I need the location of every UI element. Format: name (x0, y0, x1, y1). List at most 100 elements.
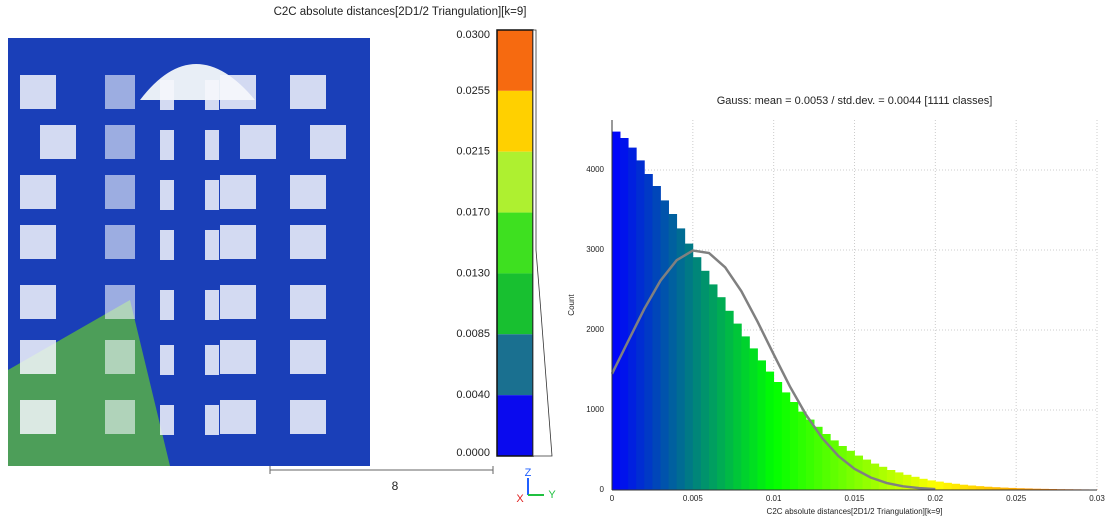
window (205, 345, 219, 375)
window (160, 290, 174, 320)
histogram-bar (700, 270, 710, 490)
colorbar-segment (497, 212, 533, 274)
histogram-bar (668, 214, 678, 490)
histogram-bar (1008, 487, 1017, 490)
colorbar-segment (497, 273, 533, 335)
x-axis-label: C2C absolute distances[2D1/2 Triangulati… (767, 507, 943, 516)
colorbar-label: 0.0170 (456, 206, 490, 218)
histogram-bar (886, 470, 896, 490)
gauss-curve (610, 249, 936, 491)
histogram-bar (676, 228, 686, 490)
window (160, 405, 174, 435)
histogram-bar (684, 243, 694, 490)
histogram-bar (765, 371, 775, 490)
y-axis-label: Count (567, 294, 576, 316)
histogram-bar (612, 131, 621, 490)
histogram-bar (757, 360, 766, 490)
histogram-bar (692, 257, 702, 490)
histogram-bar (725, 310, 734, 490)
histogram-bar (1040, 488, 1049, 490)
histogram-bar (717, 297, 726, 490)
window (20, 225, 56, 259)
window (220, 75, 256, 109)
histogram-bar (620, 138, 629, 490)
histogram-bar (967, 485, 977, 490)
colorbar-label: 0.0000 (456, 447, 490, 459)
histogram-bar (628, 147, 637, 490)
window (205, 290, 219, 320)
window (220, 225, 256, 259)
window (105, 285, 135, 319)
x-tick-label: 0.005 (683, 494, 704, 503)
histogram-bar (903, 474, 912, 490)
histogram-bar (838, 446, 847, 490)
histogram-bar (878, 466, 888, 490)
histogram-bar (822, 434, 831, 490)
y-tick-label: 0 (600, 485, 605, 494)
window (105, 225, 135, 259)
window (160, 230, 174, 260)
window (160, 345, 174, 375)
point-cloud (8, 38, 370, 466)
colorbar-segment (497, 395, 533, 456)
histogram-bar (935, 481, 944, 490)
histogram-bar (814, 426, 823, 490)
histogram-bar (919, 478, 928, 490)
window (20, 285, 56, 319)
window (105, 125, 135, 159)
window (290, 75, 326, 109)
x-tick-label: 0.01 (766, 494, 782, 503)
colorbar-label: 0.0215 (456, 146, 490, 158)
colorbar-segment (497, 30, 533, 91)
colorbar-segment (497, 334, 533, 396)
histogram-bar (652, 186, 661, 490)
histogram-bar (1024, 488, 1033, 490)
histogram-bar (959, 484, 969, 490)
window (220, 340, 256, 374)
histogram-bar (789, 402, 799, 490)
histogram-bar (943, 482, 952, 490)
histogram-bar (644, 174, 653, 490)
window (105, 75, 135, 109)
window (205, 230, 219, 260)
y-tick-label: 2000 (586, 325, 604, 334)
histogram-bar (846, 450, 855, 490)
window (205, 80, 219, 110)
window (290, 285, 326, 319)
window (220, 285, 256, 319)
window (105, 340, 135, 374)
window (160, 180, 174, 210)
histogram-bar (894, 472, 904, 490)
histogram-bar (660, 200, 669, 490)
histogram-bar (797, 411, 807, 490)
window (290, 225, 326, 259)
window (205, 130, 219, 160)
window (220, 175, 256, 209)
window (40, 125, 76, 159)
histogram-bar (1032, 488, 1041, 490)
colorbar-label: 0.0255 (456, 85, 490, 97)
x-tick-label: 0 (610, 494, 615, 503)
colorbar-histogram (532, 29, 553, 457)
histogram-bar (781, 392, 791, 490)
histogram-bar (749, 348, 758, 490)
window (290, 340, 326, 374)
x-tick-label: 0.015 (844, 494, 865, 503)
y-tick-label: 1000 (586, 405, 604, 414)
axis-label: Y (548, 489, 556, 501)
window (20, 340, 56, 374)
colorbar-segment (497, 90, 533, 152)
histogram-bar (870, 463, 880, 490)
y-tick-label: 4000 (586, 165, 604, 174)
histogram-title: Gauss: mean = 0.0053 / std.dev. = 0.0044… (717, 95, 993, 107)
colorbar-segment (497, 151, 533, 213)
window (105, 400, 135, 434)
colorbar-label: 0.0300 (456, 29, 490, 41)
x-tick-label: 0.025 (1006, 494, 1027, 503)
histogram-bar (636, 160, 645, 490)
histogram-bar (709, 284, 718, 490)
histogram-bar (733, 323, 742, 490)
histogram-bar (927, 480, 936, 490)
colorbar-label: 0.0130 (456, 267, 490, 279)
